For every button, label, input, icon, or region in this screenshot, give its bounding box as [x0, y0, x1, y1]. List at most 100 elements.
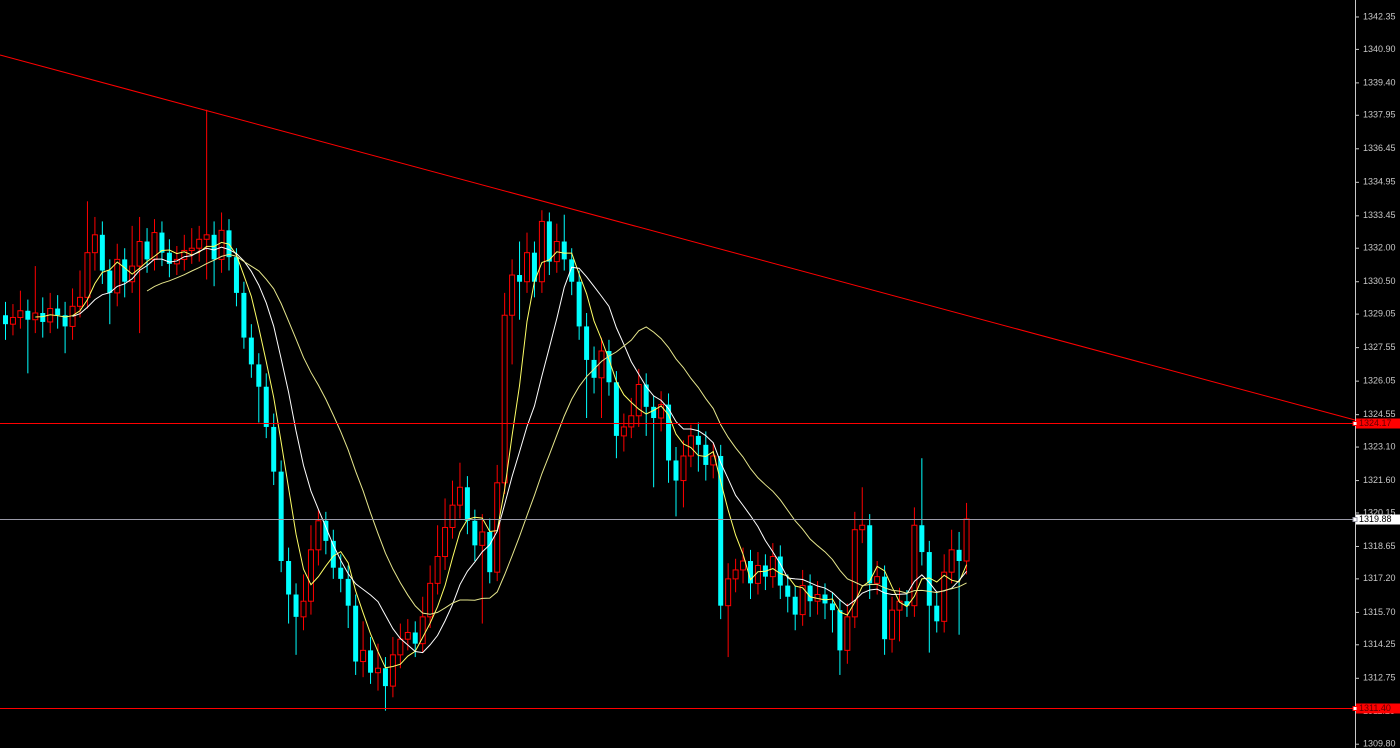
candle-body	[777, 556, 783, 586]
price-tag-marker	[1352, 706, 1358, 711]
candle-body	[397, 638, 404, 656]
candle-body	[687, 435, 694, 457]
candle-body	[17, 310, 24, 318]
candle-body	[882, 576, 888, 640]
candle-body	[136, 241, 143, 267]
candle-body	[769, 556, 776, 578]
candle-body	[25, 310, 31, 320]
candle-body	[635, 384, 642, 417]
candle-body	[412, 632, 418, 644]
y-tick-label: 1326.05	[1363, 376, 1396, 386]
candle-body	[464, 487, 470, 521]
candle-body	[948, 549, 955, 573]
candle-body	[144, 241, 150, 260]
candle-body	[107, 270, 113, 293]
candle-body	[844, 616, 851, 651]
price-tag-label: 1319.88	[1359, 514, 1392, 524]
candle-body	[748, 561, 753, 584]
candle-body	[680, 455, 687, 482]
y-tick-label: 1332.00	[1363, 243, 1396, 253]
candle-body	[487, 531, 493, 573]
candle-body	[799, 585, 806, 616]
candle-body	[695, 435, 701, 445]
candle-body	[353, 605, 359, 662]
candle-body	[241, 292, 247, 338]
candle-body	[211, 234, 217, 260]
candle-body	[203, 234, 210, 240]
candle-body	[643, 384, 649, 407]
candle-body	[84, 252, 91, 298]
y-tick-label: 1309.80	[1363, 739, 1396, 748]
candle-body	[338, 567, 344, 579]
candle-body	[792, 596, 798, 615]
candle-body	[874, 576, 881, 584]
candle-body	[919, 525, 925, 553]
candle-body	[517, 275, 523, 282]
candle-body	[911, 524, 918, 607]
candle-body	[889, 609, 896, 640]
candle-body	[576, 281, 582, 327]
candle-body	[538, 220, 545, 283]
candle-body	[479, 531, 486, 546]
candle-body	[494, 482, 501, 573]
candle-body	[233, 257, 239, 293]
trendline	[0, 54, 1356, 421]
candle-body	[114, 258, 121, 294]
y-tick-label: 1342.35	[1363, 11, 1396, 21]
candle-body	[666, 404, 672, 461]
candle-body	[561, 241, 567, 260]
candle-body	[822, 594, 828, 604]
y-tick-label: 1312.75	[1363, 673, 1396, 683]
candle-body	[188, 247, 195, 251]
candle-body	[99, 234, 105, 271]
candle-body	[584, 326, 590, 360]
candle-body	[159, 232, 165, 253]
y-tick-label: 1324.55	[1363, 409, 1396, 419]
candle-body	[569, 259, 575, 282]
candle-body	[829, 603, 835, 611]
moving-average	[35, 241, 968, 669]
candle-body	[248, 337, 254, 365]
y-tick-label: 1314.25	[1363, 639, 1396, 649]
candle-body	[606, 350, 612, 383]
y-tick-label: 1320.15	[1363, 507, 1396, 517]
candle-body	[703, 444, 709, 465]
candle-body	[754, 564, 761, 584]
candle-body	[32, 312, 39, 321]
candle-body	[55, 308, 61, 316]
candle-body	[442, 526, 449, 558]
price-tag-marker	[1352, 517, 1358, 522]
candle-body	[859, 524, 866, 531]
y-tick-label: 1317.20	[1363, 573, 1396, 583]
price-tag-label: 1324.17	[1359, 418, 1392, 428]
candle-body	[368, 650, 374, 673]
candle-body	[77, 296, 83, 307]
candle-body	[531, 252, 537, 282]
candle-body	[718, 455, 724, 606]
y-tick-label: 1340.90	[1363, 44, 1396, 54]
candle-body	[740, 560, 747, 571]
candle-body	[941, 571, 948, 622]
candle-body	[196, 238, 203, 249]
candle-body	[851, 529, 858, 618]
y-tick-label: 1329.05	[1363, 308, 1396, 318]
candle-body	[456, 486, 463, 506]
y-tick-label: 1334.95	[1363, 177, 1396, 187]
candle-body	[360, 649, 367, 663]
candle-body	[315, 520, 322, 551]
candle-body	[427, 582, 434, 618]
y-tick-label: 1321.60	[1363, 475, 1396, 485]
price-tag-label: 1311.40	[1359, 703, 1391, 713]
candle-body	[434, 556, 441, 584]
candle-body	[419, 616, 426, 645]
y-tick-label: 1330.50	[1363, 276, 1396, 286]
y-tick-label: 1339.40	[1363, 77, 1396, 87]
y-tick-label: 1333.45	[1363, 210, 1396, 220]
candle-body	[904, 601, 910, 606]
candle-body	[181, 249, 188, 260]
candle-body	[91, 234, 98, 254]
candle-body	[598, 350, 605, 379]
candle-body	[3, 315, 8, 325]
price-tag	[1356, 703, 1400, 714]
